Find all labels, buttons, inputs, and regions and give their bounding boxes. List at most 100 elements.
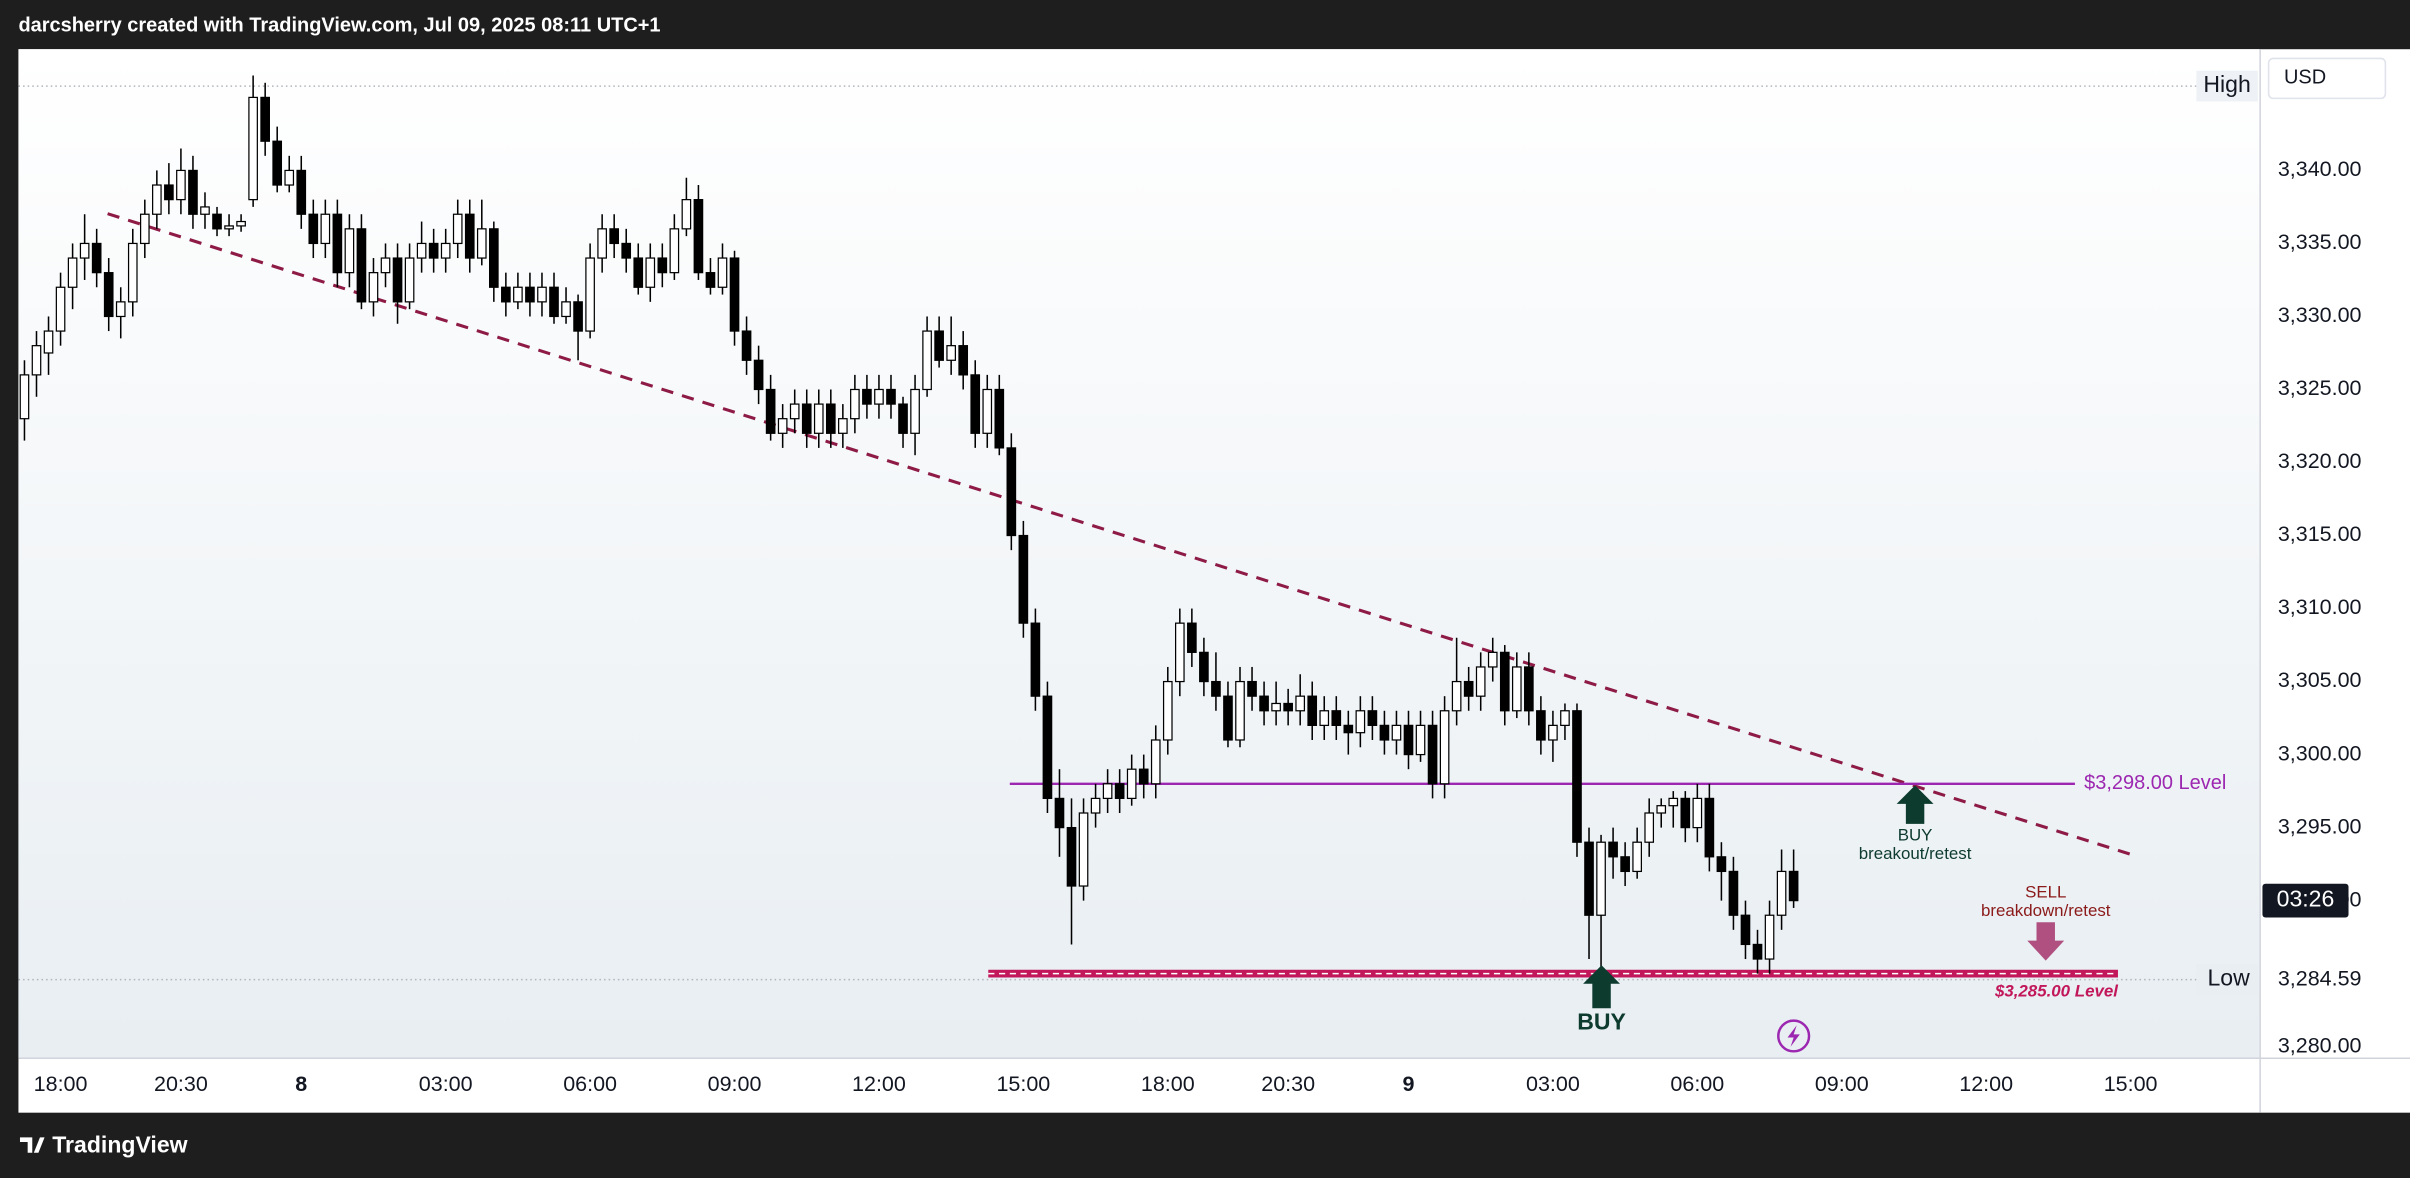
candle-body xyxy=(188,169,198,215)
candle-body xyxy=(1644,812,1655,843)
brand-logo xyxy=(19,1137,45,1153)
y-tick-label: 3,310.00 xyxy=(2278,595,2362,619)
candle-body xyxy=(1584,841,1594,916)
y-tick-label: 3,300.00 xyxy=(2278,741,2362,765)
candle-body xyxy=(1078,812,1089,887)
candle-body xyxy=(1307,695,1318,726)
candle-body xyxy=(1427,724,1438,785)
candle-body xyxy=(31,345,42,376)
candle-body xyxy=(152,184,162,215)
candle-body xyxy=(224,225,234,230)
candle-body xyxy=(380,257,391,274)
candle-body xyxy=(765,388,776,434)
candle-body xyxy=(1415,724,1426,756)
candle-body xyxy=(127,242,138,303)
low-name: Low xyxy=(2207,965,2250,991)
y-tick-label: 3,325.00 xyxy=(2278,376,2362,400)
candle-body xyxy=(597,228,607,259)
candle-body xyxy=(1752,943,1763,960)
candle-body xyxy=(1355,710,1366,734)
candle-body xyxy=(67,257,78,288)
countdown-label: 03:26 xyxy=(2277,886,2335,912)
x-tick-label: 06:00 xyxy=(1670,1072,1724,1096)
candle-body xyxy=(681,199,692,230)
candle-body xyxy=(645,257,656,288)
candle-body xyxy=(1187,622,1197,653)
candle-body xyxy=(982,388,993,434)
candle-body xyxy=(1150,739,1161,785)
candle-body xyxy=(368,272,379,303)
candle-body xyxy=(428,242,439,259)
candle-body xyxy=(1283,702,1293,712)
buy-arrow xyxy=(1583,965,1620,1009)
footer-bar xyxy=(0,1112,2410,1178)
candle-body xyxy=(1572,710,1582,843)
y-tick-label: 3,320.00 xyxy=(2278,449,2362,473)
candle-body xyxy=(212,213,222,230)
candle-body xyxy=(236,220,246,227)
x-tick-label: 09:00 xyxy=(1815,1072,1869,1096)
candle-body xyxy=(1090,797,1101,814)
candle-body xyxy=(1656,805,1667,814)
candle-body xyxy=(741,330,752,361)
candle-body xyxy=(1740,914,1751,946)
candle-body xyxy=(850,388,860,420)
candle-body xyxy=(1668,797,1679,807)
candle-body xyxy=(513,286,523,303)
candle-body xyxy=(1006,447,1017,537)
candle-body xyxy=(537,286,547,303)
level-label: $3,298.00 Level xyxy=(2084,772,2226,794)
buy-arrow xyxy=(1896,785,1934,824)
candle-body xyxy=(1054,797,1065,829)
candle-body xyxy=(1211,680,1221,697)
candle-body xyxy=(1716,856,1727,873)
candle-body xyxy=(79,242,90,259)
candle-body xyxy=(284,169,295,186)
brand-text: TradingView xyxy=(52,1132,187,1158)
candle-body xyxy=(476,228,487,259)
candle-body xyxy=(1319,710,1330,726)
candle-body xyxy=(1788,870,1799,902)
candle-body xyxy=(561,301,571,318)
candle-body xyxy=(1487,651,1498,668)
candle-body xyxy=(1596,841,1606,916)
y-tick-label: 3,295.00 xyxy=(2278,814,2362,838)
candle-body xyxy=(1223,695,1233,741)
candle-body xyxy=(344,228,355,274)
x-tick-label: 20:30 xyxy=(1261,1072,1315,1096)
candle-body xyxy=(1620,856,1630,873)
candle-body xyxy=(1475,666,1486,697)
candle-body xyxy=(1391,724,1402,741)
event-icon-bolt xyxy=(1787,1025,1800,1047)
candle-body xyxy=(1451,680,1462,712)
event-icon[interactable] xyxy=(1777,1019,1811,1053)
candle-body xyxy=(1776,870,1787,916)
x-tick-label: 15:00 xyxy=(996,1072,1050,1096)
y-tick-label: 3,340.00 xyxy=(2278,157,2362,181)
candle-body xyxy=(164,184,174,201)
candle-body xyxy=(862,388,872,405)
candle-body xyxy=(440,242,451,259)
candle-body xyxy=(1138,768,1149,785)
buy-note: breakout/retest xyxy=(1859,844,1972,863)
buy-label: BUY xyxy=(1577,1009,1626,1035)
candle-body xyxy=(825,403,836,434)
candle-body xyxy=(308,213,319,245)
x-tick-label: 03:00 xyxy=(419,1072,473,1096)
candle-body xyxy=(621,242,632,259)
candle-body xyxy=(934,330,944,361)
candle-body xyxy=(777,418,788,434)
candle-body xyxy=(886,388,896,405)
candle-body xyxy=(200,206,210,215)
currency-box xyxy=(2267,57,2387,100)
candle-body xyxy=(946,345,956,361)
candle-body xyxy=(1162,680,1173,741)
candle-body xyxy=(1524,666,1534,712)
low-price: 3,284.59 xyxy=(2278,966,2362,990)
candle-body xyxy=(813,403,824,434)
candle-body xyxy=(1548,724,1558,741)
candle-body xyxy=(717,257,728,288)
plot-area xyxy=(18,49,2260,1058)
candle-body xyxy=(1439,710,1450,785)
